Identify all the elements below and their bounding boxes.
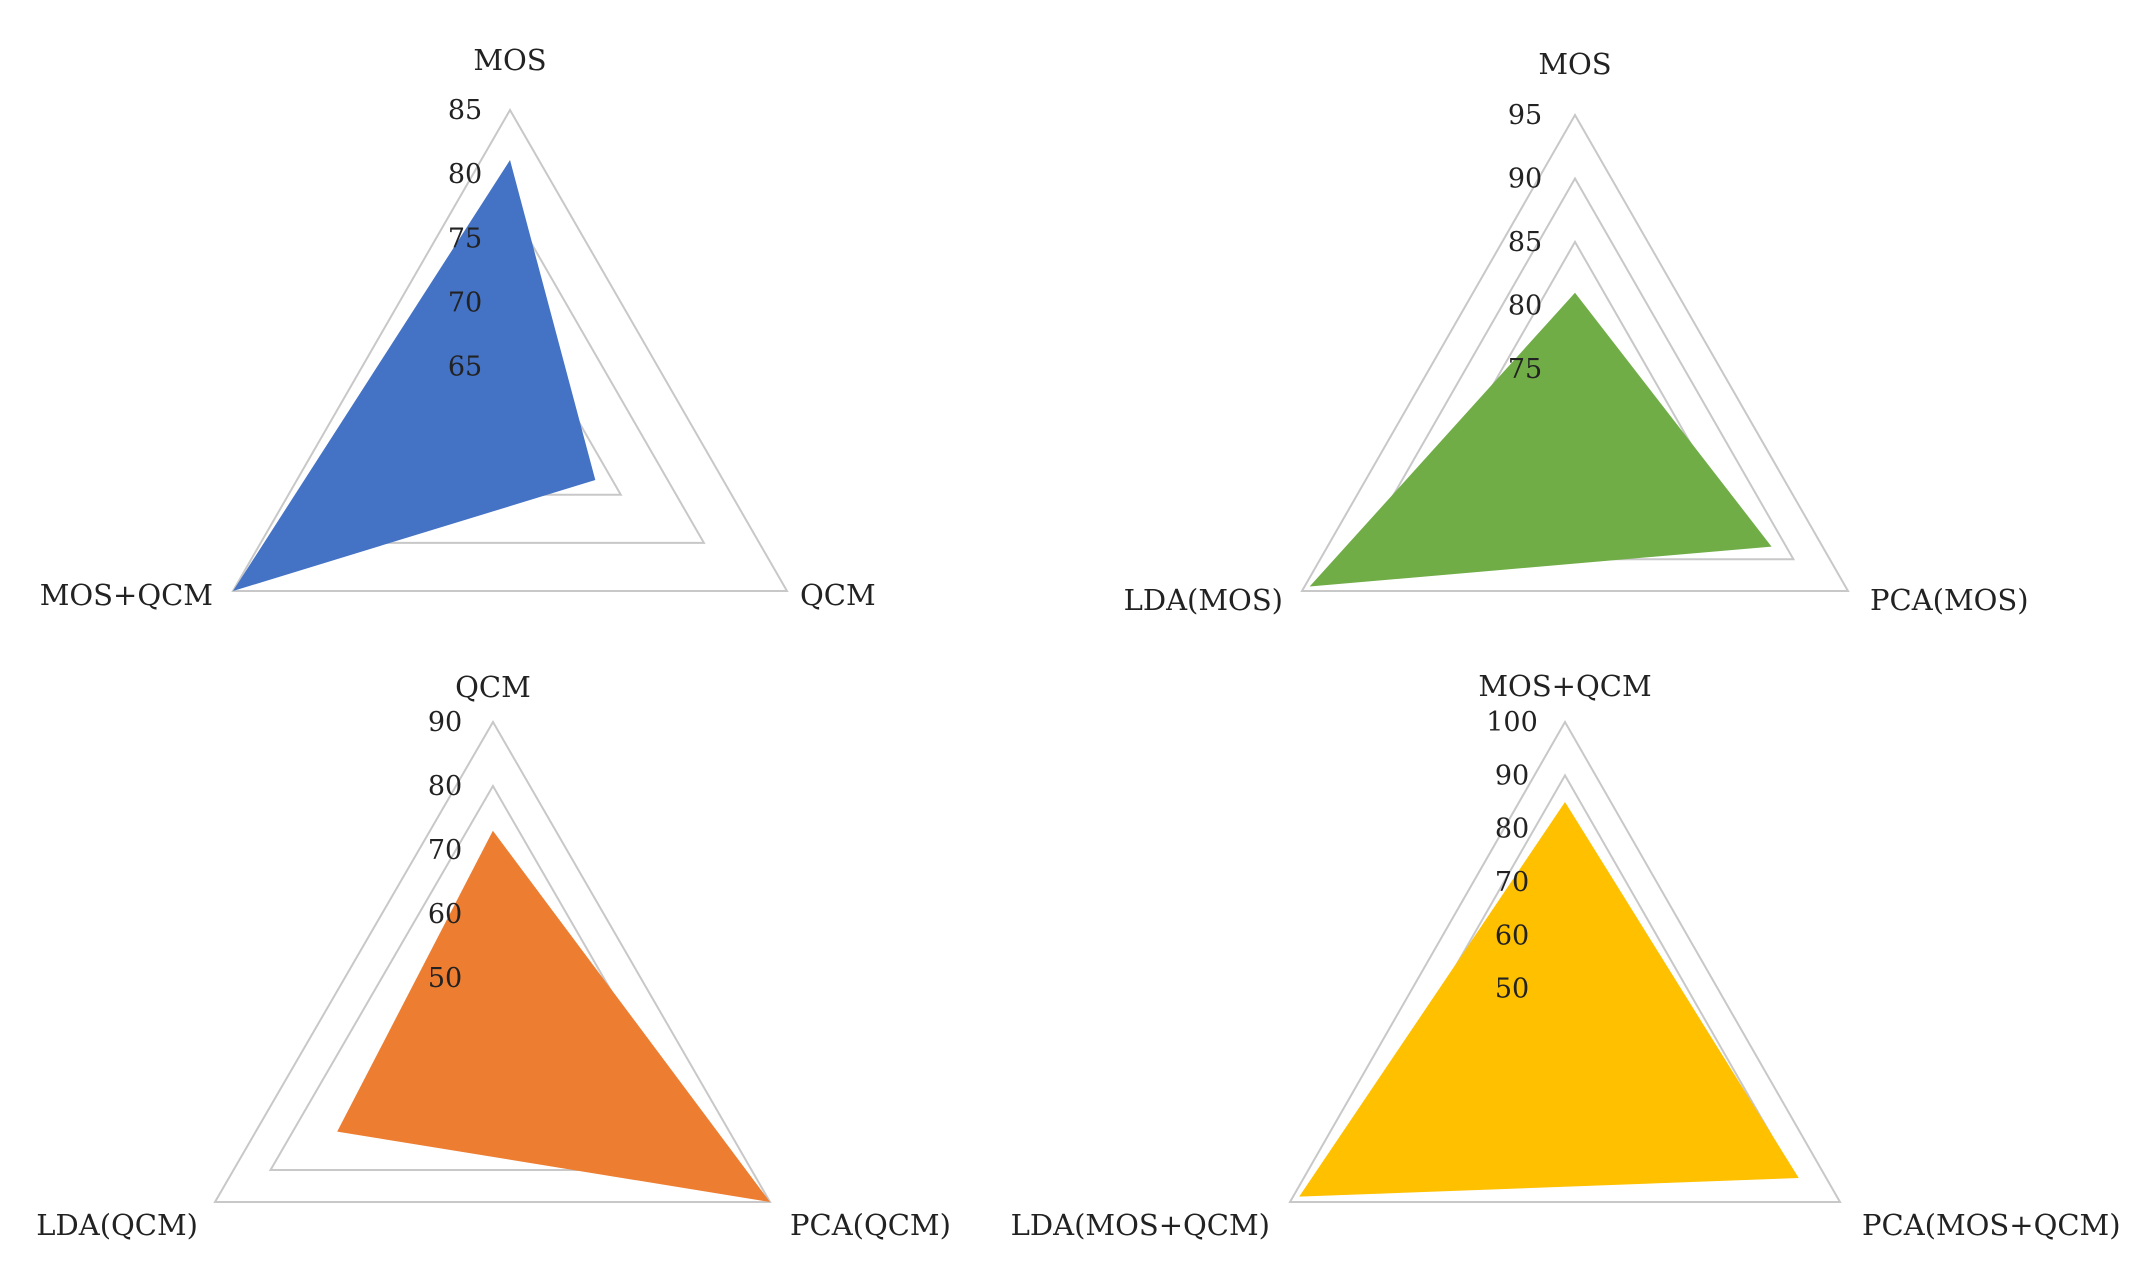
tick-label: 50 <box>1495 974 1529 1005</box>
grid-triangle-1 <box>1288 719 1842 1203</box>
axis-label-top: MOS <box>473 43 546 77</box>
tick-label: 90 <box>428 707 462 738</box>
tick-label: 60 <box>1495 920 1529 951</box>
grid-triangle-2 <box>1300 112 1850 592</box>
axis-label-left: LDA(MOS+QCM) <box>1011 1208 1270 1242</box>
axis-label-left: LDA(MOS) <box>1124 583 1283 617</box>
axis-label-top: MOS <box>1538 47 1611 81</box>
axis-label-top: MOS+QCM <box>1478 669 1651 703</box>
axis-label-left: LDA(QCM) <box>36 1208 198 1242</box>
grid-triangle-0 <box>268 784 717 1171</box>
data-area <box>1309 292 1772 587</box>
tick-label: 90 <box>1508 163 1542 194</box>
tick-label: 80 <box>1508 290 1542 321</box>
axis-label-right: QCM <box>800 578 876 612</box>
tick-label: 50 <box>428 963 462 994</box>
tick-label: 90 <box>1495 760 1529 791</box>
grid-triangle-2 <box>231 107 789 592</box>
radar-chart-mos-reduction: MOS PCA(MOS) LDA(MOS) 95 90 85 80 75 <box>1124 47 2029 617</box>
radar-chart-qcm-reduction: QCM PCA(QCM) LDA(QCM) 90 80 70 60 50 <box>36 670 951 1242</box>
tick-label: 75 <box>448 223 482 254</box>
tick-label: 70 <box>448 287 482 318</box>
axis-label-top: QCM <box>455 670 531 704</box>
data-area <box>233 160 596 592</box>
tick-label: 60 <box>428 899 462 930</box>
axis-label-left: MOS+QCM <box>40 578 213 612</box>
axis-label-right: PCA(QCM) <box>790 1208 951 1242</box>
tick-label: 80 <box>1495 814 1529 845</box>
tick-label: 70 <box>1495 867 1529 898</box>
tick-label: 100 <box>1486 707 1538 738</box>
tick-label: 85 <box>448 95 482 126</box>
grid-triangle-1 <box>213 720 772 1203</box>
axis-label-right: PCA(MOS+QCM) <box>1862 1208 2121 1242</box>
tick-label: 85 <box>1508 227 1542 258</box>
radar-chart-mos-qcm: MOS QCM MOS+QCM 85 80 75 70 65 <box>40 43 876 612</box>
tick-label: 95 <box>1508 100 1542 131</box>
tick-label: 75 <box>1508 354 1542 385</box>
tick-label: 80 <box>428 771 462 802</box>
tick-label: 70 <box>428 835 462 866</box>
data-area <box>1299 802 1799 1197</box>
tick-label: 80 <box>448 159 482 190</box>
data-area <box>337 830 770 1202</box>
tick-label: 65 <box>448 352 482 383</box>
radar-chart-mos-qcm-reduction: MOS+QCM PCA(MOS+QCM) LDA(MOS+QCM) 100 90 8… <box>1011 669 2121 1242</box>
axis-label-right: PCA(MOS) <box>1870 583 2029 617</box>
